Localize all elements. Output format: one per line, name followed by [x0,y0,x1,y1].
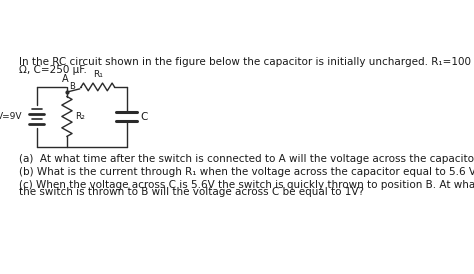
Text: B: B [69,82,75,92]
Text: V=9V: V=9V [0,112,23,121]
Text: (c) When the voltage across C is 5.6V the switch is quickly thrown to position B: (c) When the voltage across C is 5.6V th… [19,180,474,190]
Text: C: C [141,112,148,122]
Text: (b) What is the current through R₁ when the voltage across the capacitor equal t: (b) What is the current through R₁ when … [19,167,474,177]
Text: A: A [63,74,69,84]
Text: R₂: R₂ [75,112,84,121]
Text: Ω, C=250 μF.: Ω, C=250 μF. [19,65,87,75]
Text: In the RC circuit shown in the figure below the capacitor is initially uncharged: In the RC circuit shown in the figure be… [19,57,474,67]
Text: the switch is thrown to B will the voltage across C be equal to 1V?: the switch is thrown to B will the volta… [19,187,365,197]
Text: (a)  At what time after the switch is connected to A will the voltage across the: (a) At what time after the switch is con… [19,154,474,164]
Text: R₁: R₁ [93,70,103,79]
